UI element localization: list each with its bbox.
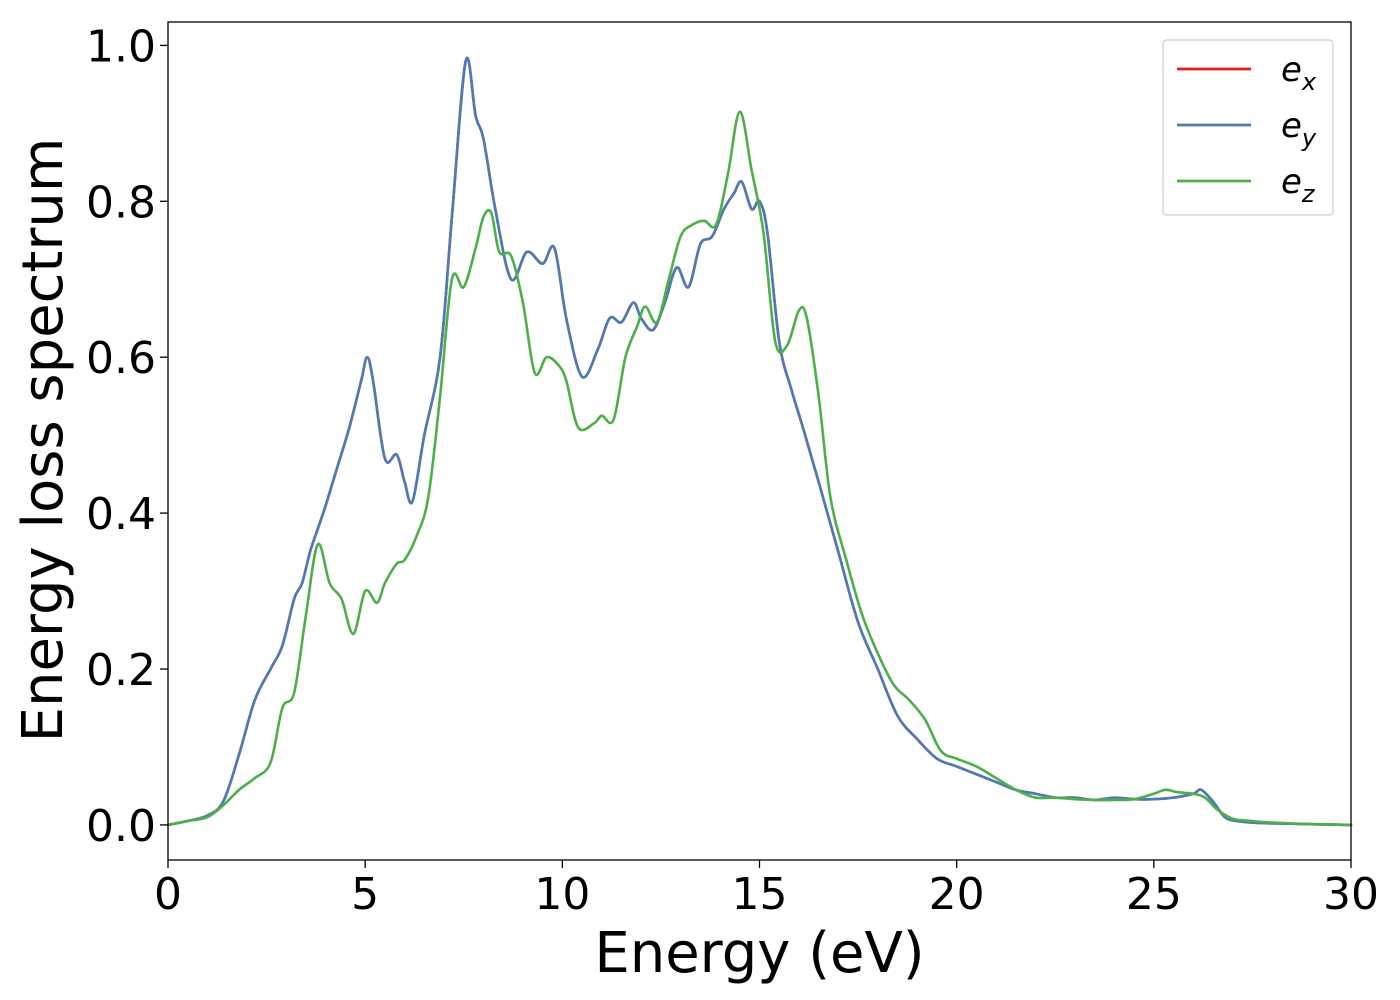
legend-entry-z: ez [1177, 162, 1316, 208]
y-tick-label: 0.6 [86, 333, 156, 384]
x-tick-label: 0 [154, 869, 182, 920]
x-axis-label: Energy (eV) [594, 921, 924, 986]
y-tick-label: 0.0 [86, 801, 156, 852]
series-line-z [166, 110, 1353, 827]
ticks-layer: 0 5 10 15 20 25 30 0.0 0.2 0.4 0.6 0.8 1.0 [86, 21, 1379, 920]
legend-label: ex [1281, 50, 1317, 96]
x-tick-label: 30 [1323, 869, 1379, 920]
x-tick-label: 25 [1126, 869, 1182, 920]
y-tick-label: 0.2 [86, 645, 156, 696]
legend-entry-x: ex [1177, 50, 1317, 96]
y-tick-label: 1.0 [86, 21, 156, 72]
y-tick-label: 0.8 [86, 177, 156, 228]
legend-label: ey [1281, 106, 1317, 152]
x-tick-label: 10 [534, 869, 590, 920]
legend-entry-y: ey [1177, 106, 1317, 152]
x-tick-label: 20 [929, 869, 985, 920]
y-tick-label: 0.4 [86, 489, 156, 540]
legend: ex ey ez [1162, 39, 1334, 216]
x-tick-label: 15 [732, 869, 788, 920]
series-layer [166, 56, 1353, 827]
x-tick-label: 5 [351, 869, 379, 920]
legend-label: ez [1281, 162, 1316, 208]
y-axis-label: Energy loss spectrum [11, 138, 76, 743]
legend-box [1162, 39, 1334, 216]
